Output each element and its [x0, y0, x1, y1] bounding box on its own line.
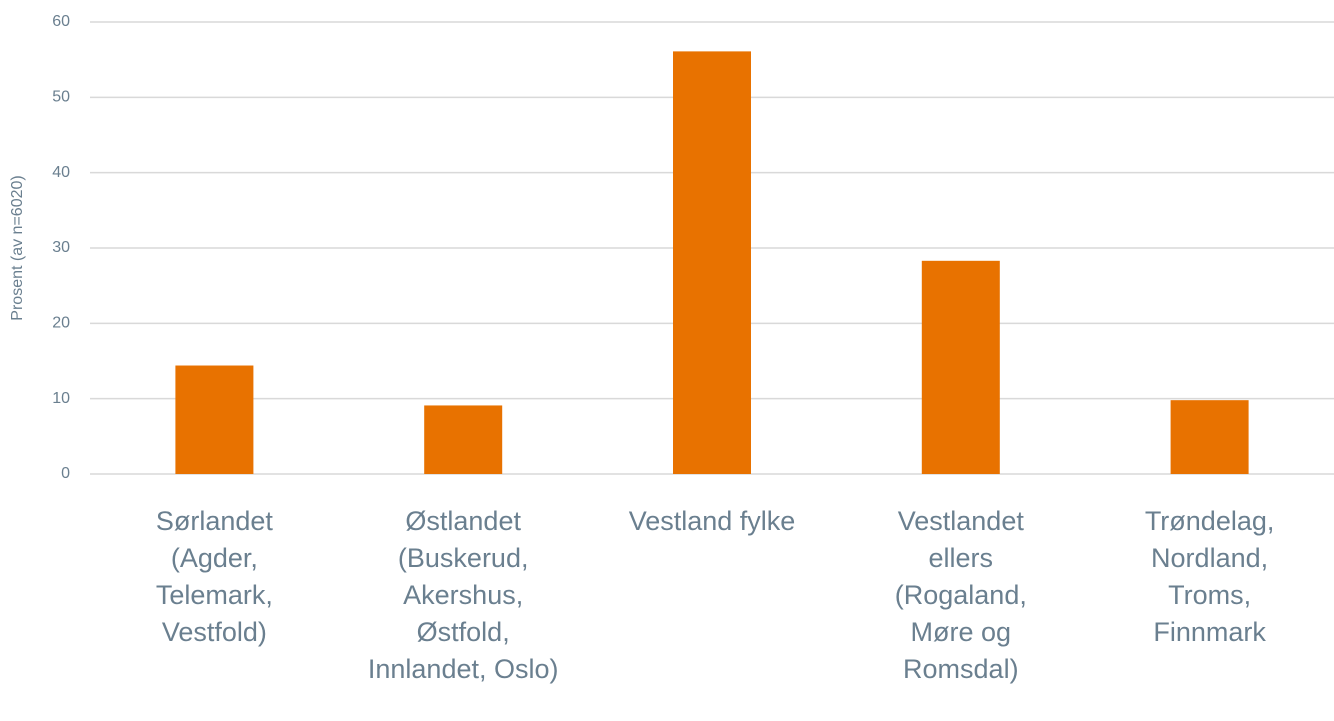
y-tick-label: 40	[52, 164, 70, 181]
bar	[1170, 400, 1249, 474]
y-axis-label: Prosent (av n=6020)	[9, 175, 26, 320]
bar	[921, 260, 1000, 474]
bar	[175, 365, 254, 474]
x-tick-label: Vestland fylke	[628, 506, 796, 536]
y-tick-label: 0	[61, 465, 70, 482]
bar	[424, 405, 503, 474]
bar	[673, 51, 751, 474]
x-tick-label: Vestlandet ellers (Rogaland, Møre og Rom…	[894, 506, 1027, 684]
y-tick-label: 60	[52, 13, 70, 30]
x-tick-label: Trøndelag, Nordland, Troms, Finnmark	[1144, 506, 1275, 647]
x-tick-label: Sørlandet (Agder, Telemark, Vestfold)	[155, 506, 273, 647]
y-tick-label: 50	[52, 89, 70, 106]
y-tick-label: 20	[52, 315, 70, 332]
x-tick-label: Østlandet (Buskerud, Akershus, Østfold, …	[367, 506, 559, 684]
y-tick-label: 10	[52, 390, 70, 407]
y-tick-label: 30	[52, 239, 70, 256]
